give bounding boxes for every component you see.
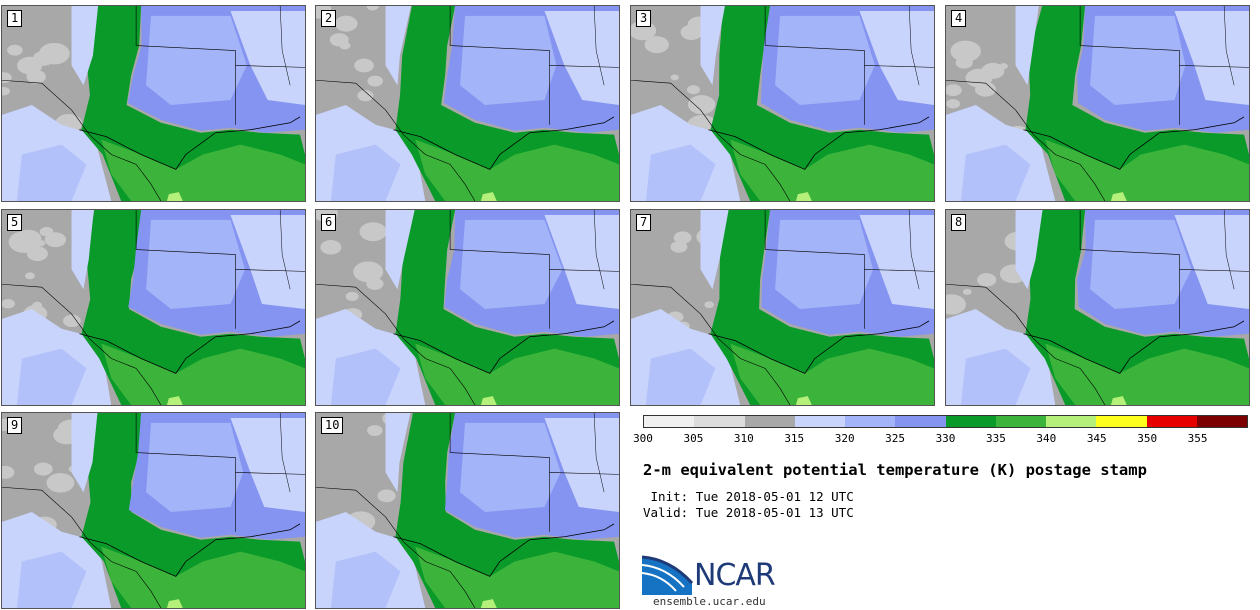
colorbar-tick-label: 300	[633, 432, 653, 445]
figure-title: 2-m equivalent potential temperature (K)…	[643, 461, 1147, 479]
member-stamp: 7	[630, 209, 935, 406]
member-stamp: 1	[1, 5, 306, 202]
colorbar-tick-label: 315	[784, 432, 805, 445]
stamp-map	[2, 6, 305, 201]
site-url: ensemble.ucar.edu	[653, 595, 766, 608]
valid-label: Valid:	[643, 505, 689, 520]
colorbar-segment	[945, 416, 996, 427]
member-label: 2	[321, 10, 337, 27]
colorbar-tick-label: 340	[1036, 432, 1057, 445]
logo-text: NCAR	[694, 558, 776, 593]
stamp-map	[316, 210, 619, 405]
member-label: 6	[321, 214, 337, 231]
member-label: 8	[951, 214, 967, 231]
member-label: 4	[951, 10, 967, 27]
colorbar-segment	[744, 416, 795, 427]
colorbar-tick-label: 350	[1137, 432, 1158, 445]
colorbar-segment	[845, 416, 896, 427]
stamp-map	[946, 6, 1249, 201]
member-stamp: 10	[315, 412, 620, 609]
colorbar-ticks: 300 305 310 315 320 325 330 335 340 345 350 355	[633, 432, 1248, 446]
stamp-map	[2, 413, 305, 608]
colorbar-segment	[1096, 416, 1147, 427]
member-label: 5	[7, 214, 23, 231]
stamp-map	[631, 210, 934, 405]
colorbar-segment	[1196, 416, 1247, 427]
member-stamp: 5	[1, 209, 306, 406]
member-label: 10	[321, 417, 344, 434]
colorbar-segment	[694, 416, 745, 427]
stamp-map	[2, 210, 305, 405]
member-stamp: 6	[315, 209, 620, 406]
colorbar-tick-label: 330	[935, 432, 956, 445]
init-time: Init: Tue 2018-05-01 12 UTC	[643, 489, 854, 504]
colorbar-segment	[794, 416, 845, 427]
colorbar-tick-label: 310	[733, 432, 754, 445]
colorbar-tick-label: 305	[683, 432, 704, 445]
stamp-map	[316, 413, 619, 608]
init-value: Tue 2018-05-01 12 UTC	[695, 489, 854, 504]
stamp-map	[946, 210, 1249, 405]
colorbar	[643, 415, 1248, 428]
member-label: 9	[7, 417, 23, 434]
member-stamp: 2	[315, 5, 620, 202]
colorbar-segment	[1146, 416, 1197, 427]
colorbar-segment	[1046, 416, 1097, 427]
colorbar-tick-label: 345	[1086, 432, 1107, 445]
stamp-map	[631, 6, 934, 201]
colorbar-tick-label: 355	[1187, 432, 1208, 445]
colorbar-tick-label: 320	[834, 432, 855, 445]
member-label: 1	[7, 10, 23, 27]
member-stamp: 3	[630, 5, 935, 202]
member-label: 7	[636, 214, 652, 231]
colorbar-segment	[995, 416, 1046, 427]
colorbar-tick-label: 335	[985, 432, 1006, 445]
colorbar-segment	[895, 416, 946, 427]
colorbar-tick-label: 325	[885, 432, 906, 445]
member-stamp: 8	[945, 209, 1250, 406]
ncar-logo-icon	[642, 555, 694, 595]
member-stamp: 4	[945, 5, 1250, 202]
stamp-map	[316, 6, 619, 201]
colorbar-segment	[644, 416, 695, 427]
member-stamp: 9	[1, 412, 306, 609]
valid-value: Tue 2018-05-01 13 UTC	[695, 505, 854, 520]
member-label: 3	[636, 10, 652, 27]
init-label: Init:	[643, 489, 689, 504]
valid-time: Valid: Tue 2018-05-01 13 UTC	[643, 505, 854, 520]
